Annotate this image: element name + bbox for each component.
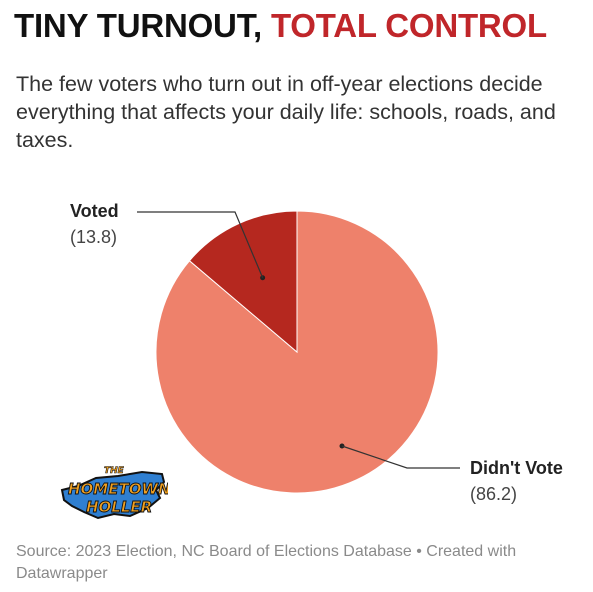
logo-line3: HOLLER bbox=[86, 498, 152, 516]
voted-leader-line bbox=[137, 211, 264, 279]
voted-value-label: (13.8) bbox=[70, 227, 117, 247]
logo-line1: THE bbox=[104, 466, 125, 476]
logo-graphic: THE HOMETOWN HOLLER bbox=[60, 466, 171, 520]
didnt-vote-value-label: (86.2) bbox=[470, 484, 517, 504]
state-shape-icon bbox=[60, 470, 166, 520]
headline: TINY TURNOUT, TOTAL CONTROL bbox=[14, 7, 547, 44]
logo-line2: HOMETOWN bbox=[68, 480, 168, 498]
pie-slice-voted bbox=[188, 210, 298, 354]
chart-subtitle: The few voters who turn out in off-year … bbox=[16, 72, 556, 152]
didnt-vote-label: Didn't Vote bbox=[470, 458, 563, 478]
didnt-vote-leader-line bbox=[341, 445, 460, 469]
source-note: Source: 2023 Election, NC Board of Elect… bbox=[16, 543, 517, 582]
headline-part-black: TINY TURNOUT, bbox=[14, 7, 271, 44]
headline-part-red: TOTAL CONTROL bbox=[270, 7, 547, 44]
voted-label: Voted bbox=[70, 201, 119, 221]
hometown-holler-logo: THE HOMETOWN HOLLER bbox=[58, 460, 171, 524]
